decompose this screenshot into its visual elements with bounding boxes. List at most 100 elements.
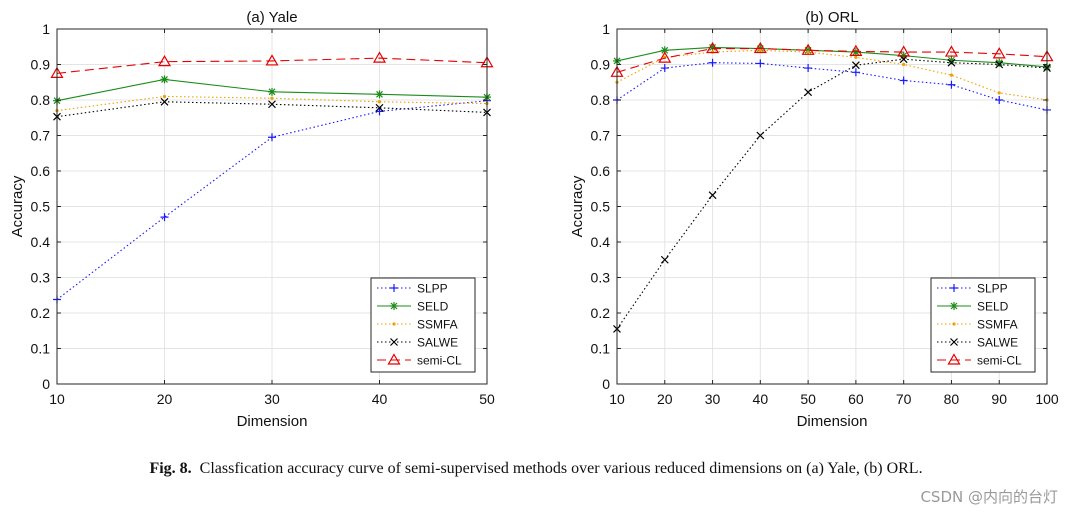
panel-1-legend-marker — [392, 322, 396, 326]
panel-2-point-ssmfa — [758, 48, 762, 52]
panel-1-line-semi-cl — [56, 57, 488, 74]
panel-2-point-salwe — [660, 255, 669, 264]
panel-1-xtick-label: 20 — [157, 391, 173, 407]
panel-2-point-salwe — [851, 61, 860, 70]
panel-2-xtick-label: 80 — [944, 391, 960, 407]
panel-1-ytick-label: 1 — [42, 21, 50, 37]
panel-2-point-ssmfa — [806, 50, 810, 54]
panel-2-ytick-label: 0.8 — [591, 92, 611, 108]
panel-2-ytick-label: 0.4 — [591, 234, 611, 250]
panel-2-point-slpp — [947, 80, 956, 89]
panel-1-xlabel: Dimension — [237, 413, 308, 430]
panel-2-point-salwe — [804, 88, 813, 97]
panel-1-point-seld — [268, 87, 276, 96]
panel-1-xtick-label: 40 — [372, 391, 388, 407]
panel-1-legend-marker — [387, 353, 401, 365]
panel-2-point-salwe — [947, 58, 956, 67]
panel-1-point-slpp — [268, 133, 276, 142]
panel-2-point-semi-cl — [658, 51, 672, 63]
panel-1-point-seld — [160, 75, 169, 84]
panel-1-point-salwe — [375, 103, 384, 112]
panel-1-legend-marker — [390, 284, 398, 292]
panel-2-legend-marker — [950, 302, 958, 310]
panel-2-point-semi-cl — [753, 41, 767, 54]
panel-2-legend-marker — [950, 338, 958, 346]
panel-2-point-slpp — [995, 96, 1004, 104]
panel-1-line-ssmfa — [56, 95, 488, 112]
panel-2-ytick-label: 0.7 — [591, 128, 611, 144]
panel-2-point-slpp — [804, 64, 813, 73]
panel-1-ytick-label: 0.4 — [31, 234, 51, 250]
panel-2-legend-label: SSMFA — [977, 318, 1018, 332]
panel-1-xtick-label: 10 — [49, 391, 65, 407]
panel-1-ytick-label: 0.6 — [31, 163, 51, 179]
panel-2-legend-label: SLPP — [977, 282, 1008, 296]
panel-2-line-ssmfa — [616, 49, 1048, 101]
panel-2-ytick-label: 0.2 — [591, 305, 611, 321]
panel-2-point-salwe — [995, 60, 1004, 69]
panel-2-point-slpp — [660, 64, 669, 73]
panel-2-point-salwe — [756, 131, 765, 140]
panel-1-legend: SLPP SELD SSMFA SALWE semi-CL — [370, 277, 476, 373]
panel-2-ylabel: Accuracy — [569, 175, 586, 237]
panel-2-ytick-label: 0.3 — [591, 270, 611, 286]
panel-2-xtick-label: 20 — [657, 391, 673, 407]
panel-1-xtick-label: 50 — [479, 391, 495, 407]
caption-text: Classfication accuracy curve of semi-sup… — [199, 460, 923, 477]
panel-2-point-salwe — [708, 191, 717, 200]
panel-2-xtick-label: 50 — [800, 391, 816, 407]
panel-1-ytick-label: 0.3 — [31, 270, 51, 286]
panel-2-xtick-label: 40 — [753, 391, 769, 407]
panel-2-ytick-label: 0.1 — [591, 341, 611, 357]
panel-2-ytick-label: 0 — [602, 376, 610, 392]
panel-1-point-seld — [375, 90, 384, 99]
figure-caption: Fig. 8. Classfication accuracy curve of … — [0, 460, 1072, 478]
panel-2-xtick-label: 90 — [991, 391, 1007, 407]
panel-2-point-ssmfa — [997, 91, 1001, 95]
panel-1-ytick-label: 0.1 — [31, 341, 51, 357]
panel-2-point-ssmfa — [949, 73, 954, 77]
panel-2-xtick-label: 30 — [705, 391, 721, 407]
panel-2-ytick-label: 0.5 — [591, 199, 611, 215]
panel-1-point-ssmfa — [270, 96, 274, 100]
panel-1-point-ssmfa — [162, 94, 167, 99]
panel-2-point-seld — [804, 46, 813, 55]
panel-2-point-slpp — [708, 58, 717, 67]
panel-1-legend-marker — [390, 338, 398, 346]
panel-2-legend: SLPP SELD SSMFA SALWE semi-CL — [930, 277, 1036, 373]
panel-1-point-semi-cl — [157, 54, 172, 67]
panel-2-xtick-label: 70 — [896, 391, 912, 407]
panel-2-ytick-label: 1 — [602, 21, 610, 37]
panel-2-point-seld — [708, 43, 717, 52]
panel-2-xtick-label: 60 — [848, 391, 864, 407]
panel-2-title: (b) ORL — [805, 9, 858, 26]
panel-2-point-ssmfa — [902, 62, 906, 67]
panel-2-line-semi-cl — [616, 47, 1048, 73]
panel-1-legend-label: SLPP — [417, 282, 448, 296]
panel-2-point-semi-cl — [944, 45, 958, 57]
panel-2-line-slpp — [616, 62, 1048, 111]
panel-1-legend-label: SSMFA — [417, 318, 458, 332]
panel-1-ytick-label: 0.8 — [31, 92, 51, 108]
panel-2-point-slpp — [756, 59, 765, 68]
panel-1-title: (a) Yale — [246, 9, 297, 26]
panel-1-ylabel: Accuracy — [9, 175, 26, 237]
panel-1-ytick-label: 0.7 — [31, 128, 51, 144]
panel-1-legend-label: SALWE — [417, 336, 458, 350]
panel-2-ytick-label: 0.6 — [591, 163, 611, 179]
watermark: CSDN @内向的台灯 — [920, 488, 1058, 506]
panel-2-point-semi-cl — [849, 44, 863, 56]
panel-2-legend-label: SELD — [977, 300, 1009, 314]
panel-2-legend-marker — [950, 284, 958, 292]
panel-2-point-semi-cl — [706, 41, 720, 54]
panel-2-legend-label: SALWE — [977, 336, 1018, 350]
panel-1-ytick-label: 0.2 — [31, 305, 51, 321]
panel-2-point-seld — [851, 48, 860, 57]
panel-1-point-slpp — [160, 213, 169, 222]
panel-1-point-semi-cl — [265, 54, 279, 66]
panel-2-point-seld — [660, 46, 669, 55]
panel-1-point-slpp — [375, 107, 384, 116]
panel-2-point-ssmfa — [854, 55, 858, 60]
panel-2-ytick-label: 0.9 — [591, 57, 611, 73]
